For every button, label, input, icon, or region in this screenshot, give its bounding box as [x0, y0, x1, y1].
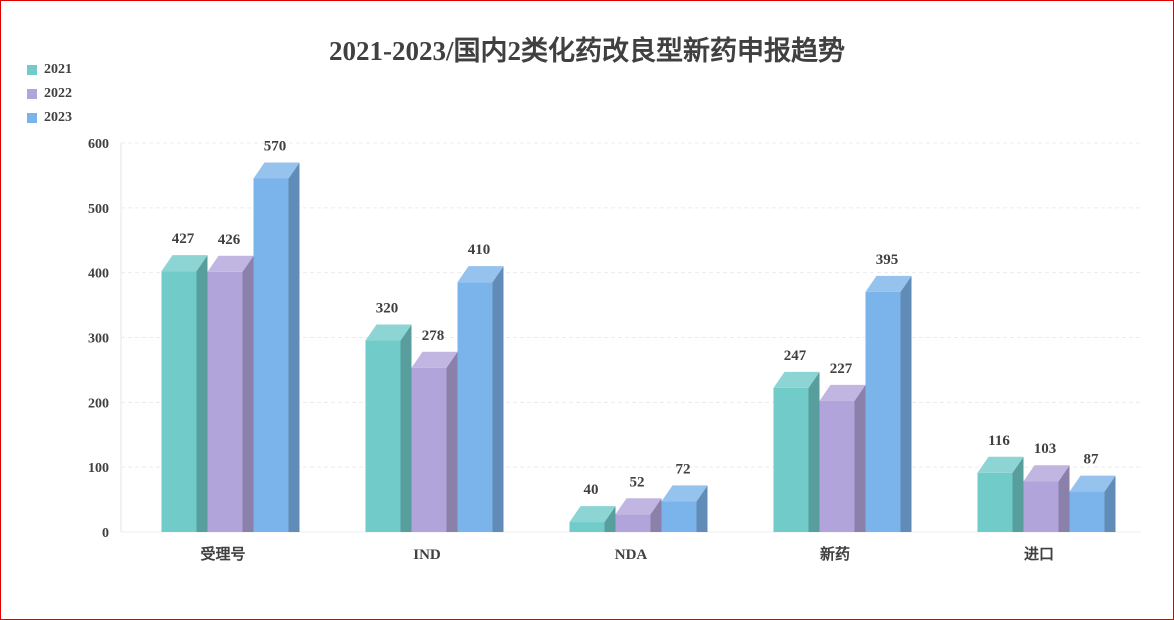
legend-swatch: [27, 65, 37, 75]
bar: [411, 367, 447, 532]
x-tick-label: 受理号: [200, 545, 245, 563]
bar-side: [288, 162, 300, 532]
bar-top: [977, 456, 1024, 473]
data-label: 247: [784, 348, 807, 364]
data-label: 40: [584, 482, 599, 498]
data-label: 116: [988, 433, 1010, 449]
bar: [569, 522, 605, 532]
bar-top: [411, 351, 458, 368]
legend-label: 2021: [44, 62, 72, 77]
x-tick-label: 进口: [1024, 546, 1054, 563]
data-label: 87: [1084, 452, 1100, 468]
data-label: 395: [876, 252, 899, 268]
x-tick-label: IND: [413, 547, 441, 563]
data-label: 103: [1034, 441, 1057, 457]
data-label: 72: [676, 461, 691, 477]
y-tick-label: 600: [88, 137, 109, 152]
legend-item-2021: 2021: [27, 62, 72, 78]
bar: [661, 501, 697, 532]
bar-top: [819, 384, 866, 401]
bar-side: [808, 371, 820, 532]
legend-label: 2022: [44, 86, 72, 101]
data-label: 52: [630, 474, 645, 490]
legend-swatch: [27, 113, 37, 123]
bar: [457, 282, 493, 532]
bar-top: [865, 275, 912, 292]
legend-label: 2023: [44, 110, 72, 125]
y-tick-label: 500: [88, 202, 109, 217]
bar-side: [1104, 475, 1116, 532]
legend-swatch: [27, 89, 37, 99]
legend-item-2022: 2022: [27, 86, 72, 102]
bar-side: [492, 266, 504, 532]
bar-top: [161, 255, 208, 272]
bar: [865, 291, 901, 532]
bar: [207, 271, 243, 532]
bar-side: [446, 351, 458, 532]
data-label: 278: [422, 328, 445, 344]
data-label: 320: [376, 301, 399, 317]
bar-top: [1069, 475, 1116, 492]
bar-side: [1012, 456, 1024, 532]
bar-top: [253, 162, 300, 179]
legend-item-2023: 2023: [27, 110, 72, 126]
bar: [365, 340, 401, 532]
data-label: 427: [172, 231, 195, 247]
bar-top: [615, 498, 662, 515]
bar-side: [242, 255, 254, 532]
bar-top: [661, 485, 708, 502]
x-tick-label: NDA: [615, 547, 648, 563]
data-label: 570: [264, 138, 287, 154]
bar: [819, 400, 855, 532]
bar-top: [773, 371, 820, 388]
y-tick-label: 200: [88, 396, 109, 411]
y-tick-label: 100: [88, 461, 109, 476]
bar: [977, 472, 1013, 532]
x-tick-label: 新药: [820, 545, 850, 563]
bar-side: [196, 255, 208, 532]
bar: [773, 387, 809, 532]
data-label: 426: [218, 232, 241, 248]
data-label: 227: [830, 361, 853, 377]
bar-top: [207, 255, 254, 272]
bar-side: [604, 506, 616, 532]
y-tick-label: 300: [88, 332, 109, 347]
bar-side: [650, 498, 662, 532]
bar-side: [900, 275, 912, 532]
bar: [253, 178, 289, 532]
y-tick-label: 400: [88, 267, 109, 282]
bar: [161, 271, 197, 532]
y-tick-label: 0: [102, 526, 109, 541]
bar: [615, 514, 651, 532]
bar-side: [400, 324, 412, 532]
bar-side: [854, 384, 866, 532]
bar: [1023, 481, 1059, 532]
bar-top: [569, 506, 616, 523]
bar-top: [365, 324, 412, 341]
bar-top: [1023, 465, 1070, 482]
bar-side: [1058, 465, 1070, 532]
bar: [1069, 491, 1105, 532]
bar-side: [696, 485, 708, 532]
data-label: 410: [468, 242, 491, 258]
chart-title: 2021-2023/国内2类化药改良型新药申报趋势: [329, 36, 845, 66]
bar-top: [457, 266, 504, 283]
